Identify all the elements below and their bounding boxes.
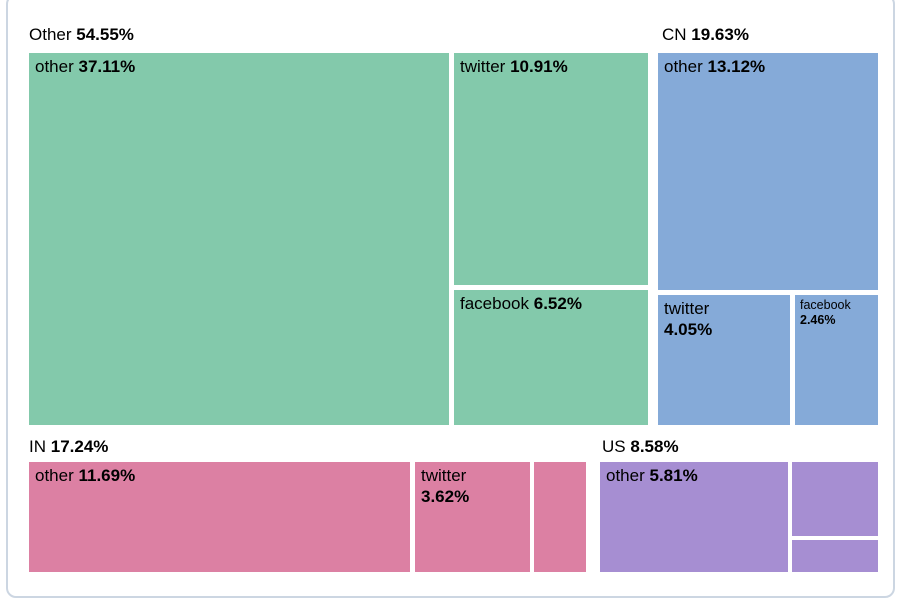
cell-other-facebook[interactable]: facebook 6.52% bbox=[454, 290, 648, 425]
cell-in-other[interactable]: other 11.69% bbox=[29, 462, 410, 572]
cell-in-unlabeled[interactable] bbox=[534, 462, 586, 572]
cell-other-twitter[interactable]: twitter 10.91% bbox=[454, 53, 648, 285]
cell-other-other[interactable]: other 37.11% bbox=[29, 53, 449, 425]
group-label-us: US 8.58% bbox=[602, 437, 679, 456]
cell-in-twitter[interactable]: twitter 3.62% bbox=[415, 462, 530, 572]
cell-us-other[interactable]: other 5.81% bbox=[600, 462, 788, 572]
cell-cn-facebook[interactable]: facebook 2.46% bbox=[795, 295, 878, 425]
cell-cn-twitter[interactable]: twitter 4.05% bbox=[658, 295, 790, 425]
cell-us-unlabeled-2[interactable] bbox=[792, 540, 878, 572]
group-label-cn: CN 19.63% bbox=[662, 25, 749, 44]
cell-cn-other[interactable]: other 13.12% bbox=[658, 53, 878, 290]
group-label-other: Other 54.55% bbox=[29, 25, 134, 44]
group-label-in: IN 17.24% bbox=[29, 437, 109, 456]
cell-us-unlabeled-1[interactable] bbox=[792, 462, 878, 536]
